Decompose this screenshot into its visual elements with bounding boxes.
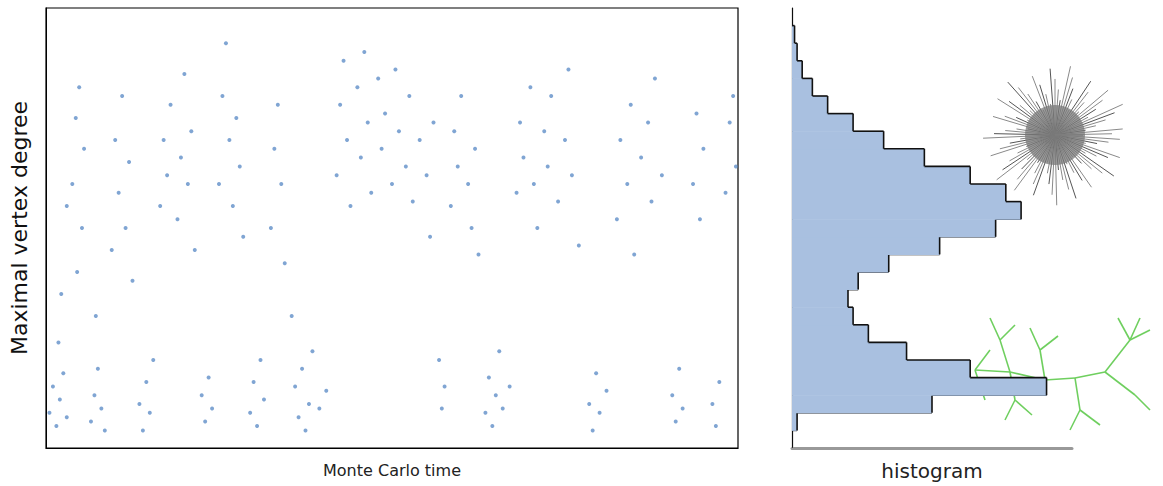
svg-text:histogram: histogram	[881, 459, 982, 483]
svg-text:Maximal vertex degree: Maximal vertex degree	[7, 101, 32, 355]
svg-text:Monte Carlo time: Monte Carlo time	[323, 461, 461, 480]
